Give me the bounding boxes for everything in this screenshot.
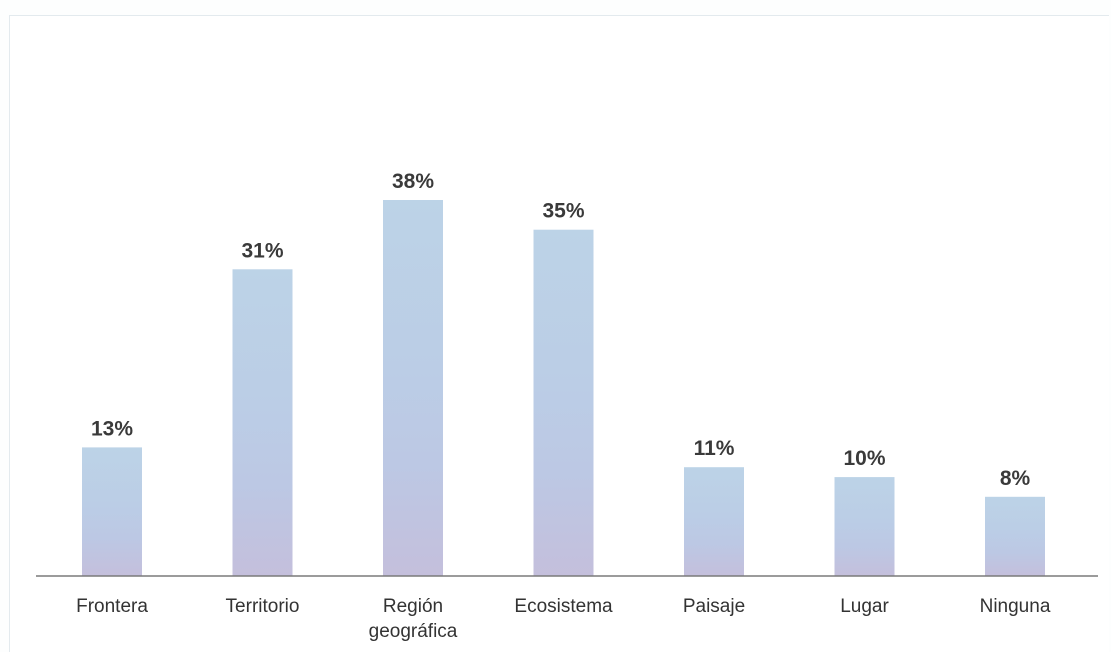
- category-label-2-line-0: Región: [383, 596, 443, 617]
- category-labels-group: Frontera Territorio Región geográfica Ecosis…: [76, 596, 1051, 642]
- data-label-6: 8%: [1000, 467, 1031, 490]
- category-label-6: Ninguna: [980, 596, 1051, 617]
- category-label-3: Ecosistema: [514, 596, 613, 617]
- data-label-2: 38%: [392, 170, 434, 193]
- category-label-4: Paisaje: [683, 596, 745, 617]
- bar-5: [834, 477, 895, 576]
- bar-6: [985, 496, 1045, 576]
- bars-group: [82, 200, 1045, 576]
- data-label-4: 11%: [694, 437, 735, 460]
- value-labels-group: 13% 31% 38% 35% 11% 10% 8%: [91, 170, 1031, 490]
- bar-0: [82, 447, 142, 576]
- category-label-5: Lugar: [840, 596, 889, 617]
- bar-1: [232, 269, 293, 576]
- bar-4: [684, 467, 744, 576]
- data-label-3: 35%: [542, 200, 584, 223]
- bar-2: [383, 200, 443, 576]
- category-label-0: Frontera: [76, 596, 148, 617]
- data-label-0: 13%: [91, 417, 133, 440]
- data-label-1: 31%: [241, 239, 283, 262]
- bar-3: [533, 229, 594, 576]
- category-label-2-line-1: geográfica: [369, 621, 458, 642]
- category-label-1: Territorio: [226, 596, 300, 617]
- data-label-5: 10%: [843, 447, 885, 470]
